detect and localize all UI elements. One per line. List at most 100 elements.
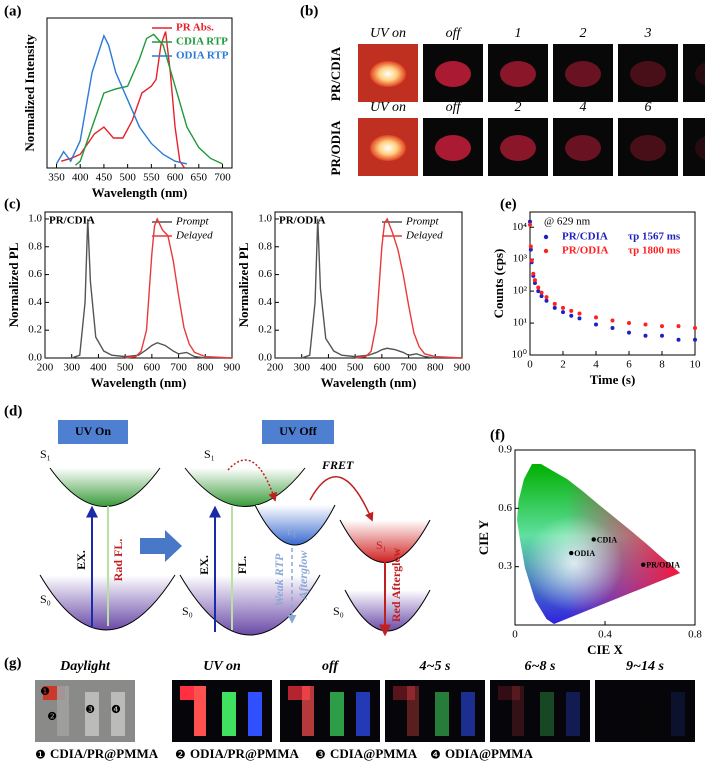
x-tick-label: 650 <box>191 172 208 184</box>
series-line <box>45 218 232 359</box>
y-tick-label: 1.0 <box>258 212 272 224</box>
point <box>532 280 537 285</box>
y-tick-label: 0.4 <box>258 296 272 308</box>
point <box>569 308 574 313</box>
state-label: T₁ <box>285 524 297 538</box>
photo-glow <box>435 61 471 87</box>
photo-header: UV on <box>203 659 241 674</box>
point-label: ODIA <box>574 549 595 558</box>
legend-lifetime: τp 1567 ms <box>628 231 681 243</box>
legend-marker: ❷ <box>175 748 186 762</box>
photo-glow <box>500 135 536 161</box>
y-axis-label: Normalized PL <box>6 242 21 327</box>
photo-marker: ❷ <box>47 710 57 723</box>
point <box>577 316 582 321</box>
photo <box>683 118 705 176</box>
y-tick-label: 10⁴ <box>512 221 527 233</box>
process-label: Red Afterglow <box>389 548 403 623</box>
sample <box>407 686 419 736</box>
photo-glow <box>565 135 601 161</box>
legend-label: ODIA RTP <box>176 50 229 62</box>
y-tick-label: 0.8 <box>258 240 272 252</box>
series-line <box>55 33 188 165</box>
series-line <box>75 33 223 166</box>
point <box>569 550 574 556</box>
mode-label: UV On <box>75 424 111 438</box>
gamut-white <box>517 464 680 624</box>
point <box>660 333 664 338</box>
y-tick-label: 0.0 <box>28 352 42 364</box>
x-tick-label: 300 <box>63 362 80 374</box>
state-curve <box>49 467 161 507</box>
x-tick-label: 900 <box>224 362 241 374</box>
photo-glow <box>630 135 666 161</box>
photo-header: off <box>322 659 339 674</box>
photo-glow <box>500 61 536 87</box>
point <box>643 322 648 327</box>
x-tick-label: 500 <box>119 172 136 184</box>
y-axis-label: Normalized Intensity <box>22 34 37 152</box>
time-label: 2 <box>580 26 587 41</box>
point <box>610 326 615 331</box>
photo-glow <box>695 136 705 160</box>
point <box>552 305 557 310</box>
panel-label: (c) <box>4 196 21 212</box>
sample <box>85 692 99 736</box>
photo-header: 6~8 s <box>525 659 556 674</box>
time-label: off <box>446 26 463 41</box>
point <box>591 537 596 542</box>
x-tick-label: 700 <box>400 362 417 374</box>
process-label: Weak RTP <box>272 553 286 606</box>
x-tick-label: 200 <box>267 362 284 374</box>
x-tick-label: 700 <box>170 362 187 374</box>
photo-glow <box>435 135 471 161</box>
y-axis-label: Normalized PL <box>236 242 251 327</box>
state-label: S₀ <box>40 592 51 606</box>
photo <box>683 44 705 102</box>
point <box>561 310 565 315</box>
time-label: 4 <box>580 100 587 115</box>
point <box>539 290 544 295</box>
point <box>676 324 681 329</box>
photo-glow <box>565 61 601 87</box>
y-tick-label: 0.0 <box>258 352 272 364</box>
photo <box>553 44 613 102</box>
x-axis-label: CIE X <box>587 642 623 657</box>
point <box>544 298 549 303</box>
y-tick-label: 0.6 <box>498 502 512 514</box>
legend-text: CDIA@PMMA <box>330 746 418 761</box>
x-axis-label: Wavelength (nm) <box>321 375 417 390</box>
x-tick-label: 0.4 <box>598 629 612 641</box>
panel-label: (e) <box>500 196 517 212</box>
x-tick-label: 0 <box>512 629 518 641</box>
state-label: S₀ <box>182 604 193 618</box>
x-tick-label: 400 <box>90 362 107 374</box>
photo-marker: ❸ <box>85 703 95 716</box>
photo-glow <box>370 61 406 87</box>
x-tick-label: 2 <box>560 359 566 371</box>
sample <box>302 686 314 736</box>
point <box>529 258 534 263</box>
photo <box>553 118 613 176</box>
photo <box>490 680 590 742</box>
time-label: 3 <box>644 26 652 41</box>
legend-label: PR Abs. <box>176 22 214 34</box>
x-tick-label: 400 <box>320 362 337 374</box>
time-label: UV on <box>370 100 406 115</box>
legend-label: Delayed <box>405 230 443 242</box>
state-label: S₀ <box>333 604 344 618</box>
legend-text: ODIA@PMMA <box>445 746 534 761</box>
sample <box>194 686 206 736</box>
x-axis-label: Time (s) <box>590 372 636 387</box>
x-tick-label: 500 <box>347 362 364 374</box>
y-tick-label: 0.3 <box>498 560 512 572</box>
x-tick-label: 300 <box>293 362 310 374</box>
y-tick-label: 0.2 <box>258 324 272 336</box>
legend-marker: ❹ <box>430 748 441 762</box>
x-tick-label: 10 <box>690 359 702 371</box>
legend-swatch <box>543 248 549 254</box>
point <box>539 294 544 299</box>
legend-swatch <box>543 234 549 240</box>
point <box>641 562 646 567</box>
